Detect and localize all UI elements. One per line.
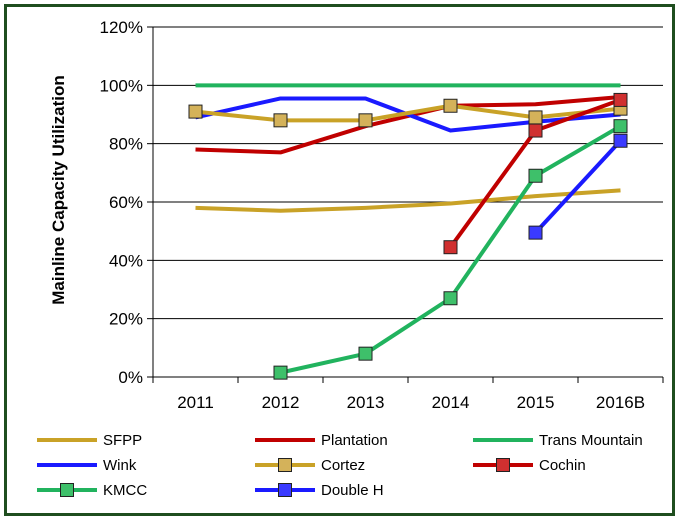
data-point	[443, 98, 458, 113]
y-tick-label: 100%	[100, 76, 143, 95]
legend-item: Cochin	[473, 457, 586, 474]
legend-label: KMCC	[103, 482, 147, 499]
legend-label: Double H	[321, 482, 384, 499]
data-point	[358, 346, 373, 361]
data-point	[188, 104, 203, 119]
data-point	[613, 92, 628, 107]
legend-item: Plantation	[255, 432, 388, 449]
data-point	[443, 291, 458, 306]
y-axis-label: Mainline Capacity Utilization	[49, 75, 68, 305]
data-point	[528, 225, 543, 240]
legend-label: Trans Mountain	[539, 432, 643, 449]
legend-item: Trans Mountain	[473, 432, 643, 449]
x-tick-label: 2011	[177, 393, 214, 412]
legend-marker	[60, 483, 74, 497]
x-tick-label: 2013	[347, 393, 385, 412]
line-chart: 0% 20% 40% 60% 80% 100% 120% 2011 2012 2013 2014 20…	[37, 18, 664, 499]
chart-frame: 0% 20% 40% 60% 80% 100% 120% 2011 2012 2013 2014 20…	[4, 4, 675, 516]
series-double-h	[528, 133, 628, 240]
legend-item: SFPP	[37, 432, 142, 449]
y-tick-label: 40%	[109, 251, 143, 270]
series-line	[195, 103, 621, 123]
y-tick-label: 120%	[100, 18, 143, 37]
legend-item: Cortez	[255, 457, 365, 474]
series-sfpp	[195, 188, 621, 213]
x-tick-label: 2015	[517, 393, 555, 412]
data-point	[358, 113, 373, 128]
data-point	[613, 119, 628, 134]
data-point	[273, 113, 288, 128]
legend-label: Wink	[103, 457, 137, 474]
axes	[147, 26, 664, 383]
legend-marker	[496, 458, 510, 472]
legend-marker	[278, 483, 292, 497]
tick-labels: 0% 20% 40% 60% 80% 100% 120% 2011 2012 2013 2014 20…	[100, 18, 646, 412]
legend-marker	[278, 458, 292, 472]
x-tick-label: 2014	[432, 393, 470, 412]
gridlines	[153, 26, 663, 320]
series-line	[195, 188, 621, 213]
series-cortez	[188, 98, 628, 128]
y-tick-label: 0%	[118, 368, 143, 387]
legend-label: Plantation	[321, 432, 388, 449]
data-point	[273, 365, 288, 380]
series-lines	[188, 83, 628, 380]
legend-item: Double H	[255, 482, 384, 499]
data-point	[443, 240, 458, 255]
legend-label: SFPP	[103, 432, 142, 449]
legend: SFPP Plantation Trans Mountain Wink Cortez Co…	[37, 432, 643, 499]
y-tick-label: 80%	[109, 135, 143, 154]
y-tick-label: 20%	[109, 310, 143, 329]
y-tick-label: 60%	[109, 193, 143, 212]
legend-item: Wink	[37, 457, 137, 474]
series-cochin	[443, 92, 628, 255]
series-line	[534, 139, 622, 234]
x-tick-label: 2016B	[596, 393, 645, 412]
data-point	[613, 133, 628, 148]
x-tick-label: 2012	[262, 393, 300, 412]
series-kmcc	[273, 119, 628, 380]
data-point	[528, 110, 543, 125]
legend-item: KMCC	[37, 482, 147, 499]
data-point	[528, 168, 543, 183]
legend-label: Cochin	[539, 457, 586, 474]
legend-label: Cortez	[321, 457, 365, 474]
data-point	[528, 123, 543, 138]
